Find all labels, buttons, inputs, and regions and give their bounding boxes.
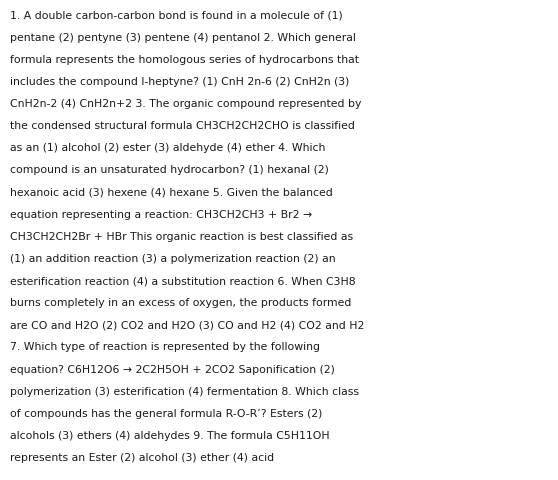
Text: of compounds has the general formula R-O-R’? Esters (2): of compounds has the general formula R-O…	[10, 408, 323, 418]
Text: alcohols (3) ethers (4) aldehydes 9. The formula C5H11OH: alcohols (3) ethers (4) aldehydes 9. The…	[10, 430, 330, 440]
Text: the condensed structural formula CH3CH2CH2CHO is classified: the condensed structural formula CH3CH2C…	[10, 121, 355, 131]
Text: (1) an addition reaction (3) a polymerization reaction (2) an: (1) an addition reaction (3) a polymeriz…	[10, 253, 336, 264]
Text: includes the compound l-heptyne? (1) CnH 2n-6 (2) CnH2n (3): includes the compound l-heptyne? (1) CnH…	[10, 77, 349, 87]
Text: represents an Ester (2) alcohol (3) ether (4) acid: represents an Ester (2) alcohol (3) ethe…	[10, 452, 274, 462]
Text: hexanoic acid (3) hexene (4) hexane 5. Given the balanced: hexanoic acid (3) hexene (4) hexane 5. G…	[10, 187, 333, 197]
Text: equation representing a reaction: CH3CH2CH3 + Br2 →: equation representing a reaction: CH3CH2…	[10, 209, 312, 219]
Text: CnH2n-2 (4) CnH2n+2 3. The organic compound represented by: CnH2n-2 (4) CnH2n+2 3. The organic compo…	[10, 99, 362, 109]
Text: polymerization (3) esterification (4) fermentation 8. Which class: polymerization (3) esterification (4) fe…	[10, 386, 359, 396]
Text: burns completely in an excess of oxygen, the products formed: burns completely in an excess of oxygen,…	[10, 298, 352, 308]
Text: formula represents the homologous series of hydrocarbons that: formula represents the homologous series…	[10, 55, 359, 65]
Text: equation? C6H12O6 → 2C2H5OH + 2CO2 Saponification (2): equation? C6H12O6 → 2C2H5OH + 2CO2 Sapon…	[10, 364, 335, 374]
Text: CH3CH2CH2Br + HBr This organic reaction is best classified as: CH3CH2CH2Br + HBr This organic reaction …	[10, 231, 353, 241]
Text: as an (1) alcohol (2) ester (3) aldehyde (4) ether 4. Which: as an (1) alcohol (2) ester (3) aldehyde…	[10, 143, 325, 153]
Text: 7. Which type of reaction is represented by the following: 7. Which type of reaction is represented…	[10, 342, 320, 352]
Text: esterification reaction (4) a substitution reaction 6. When C3H8: esterification reaction (4) a substituti…	[10, 276, 355, 286]
Text: pentane (2) pentyne (3) pentene (4) pentanol 2. Which general: pentane (2) pentyne (3) pentene (4) pent…	[10, 33, 356, 43]
Text: 1. A double carbon-carbon bond is found in a molecule of (1): 1. A double carbon-carbon bond is found …	[10, 11, 343, 21]
Text: compound is an unsaturated hydrocarbon? (1) hexanal (2): compound is an unsaturated hydrocarbon? …	[10, 165, 329, 175]
Text: are CO and H2O (2) CO2 and H2O (3) CO and H2 (4) CO2 and H2: are CO and H2O (2) CO2 and H2O (3) CO an…	[10, 320, 364, 330]
